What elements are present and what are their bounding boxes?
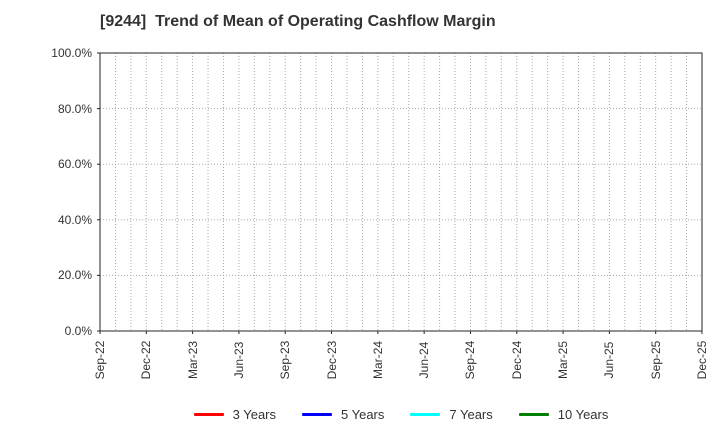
legend-line-swatch bbox=[410, 412, 441, 416]
y-tick-label: 20.0% bbox=[57, 268, 92, 283]
legend-line-swatch bbox=[518, 412, 549, 416]
plot-border bbox=[99, 52, 703, 332]
legend-label: 3 Years bbox=[232, 406, 276, 422]
legend-line-swatch bbox=[302, 412, 332, 416]
x-tick-label: Jun-24 bbox=[417, 341, 432, 379]
x-tick-label: Mar-24 bbox=[370, 340, 385, 380]
legend: 3 Years 5 Years 7 Years 10 Years bbox=[100, 402, 702, 426]
x-tick-label: Sep-25 bbox=[648, 340, 663, 380]
y-tick-label: 100.0% bbox=[51, 46, 92, 60]
x-tick-label: Dec-22 bbox=[139, 340, 154, 380]
y-tick-label: 60.0% bbox=[57, 157, 92, 172]
legend-label: 10 Years bbox=[557, 406, 609, 422]
y-tick-label: 80.0% bbox=[57, 101, 92, 116]
legend-item-10-years: 10 Years bbox=[518, 406, 609, 422]
x-tick-label: Sep-24 bbox=[463, 340, 478, 380]
x-tick-label: Dec-24 bbox=[509, 340, 524, 380]
legend-item-7-years: 7 Years bbox=[410, 406, 493, 422]
legend-label: 5 Years bbox=[341, 406, 385, 422]
x-tick-label: Mar-25 bbox=[556, 340, 571, 380]
x-tick-label: Dec-23 bbox=[324, 340, 339, 380]
chart-title: [9244] Trend of Mean of Operating Cashfl… bbox=[100, 13, 496, 30]
legend-item-5-years: 5 Years bbox=[302, 407, 384, 422]
x-tick-label: Dec-25 bbox=[695, 340, 709, 380]
x-tick-label: Jun-25 bbox=[602, 341, 617, 379]
legend-line-swatch bbox=[193, 412, 224, 416]
x-tick-label: Sep-23 bbox=[278, 340, 293, 380]
y-tick-label: 40.0% bbox=[57, 212, 92, 227]
x-tick-label: Sep-22 bbox=[93, 340, 107, 380]
y-tick-label: 0.0% bbox=[64, 324, 92, 338]
x-tick-label: Mar-23 bbox=[185, 340, 200, 380]
legend-label: 7 Years bbox=[449, 406, 493, 422]
x-tick-label: Jun-23 bbox=[231, 341, 246, 379]
legend-item-3-years: 3 Years bbox=[193, 406, 276, 422]
